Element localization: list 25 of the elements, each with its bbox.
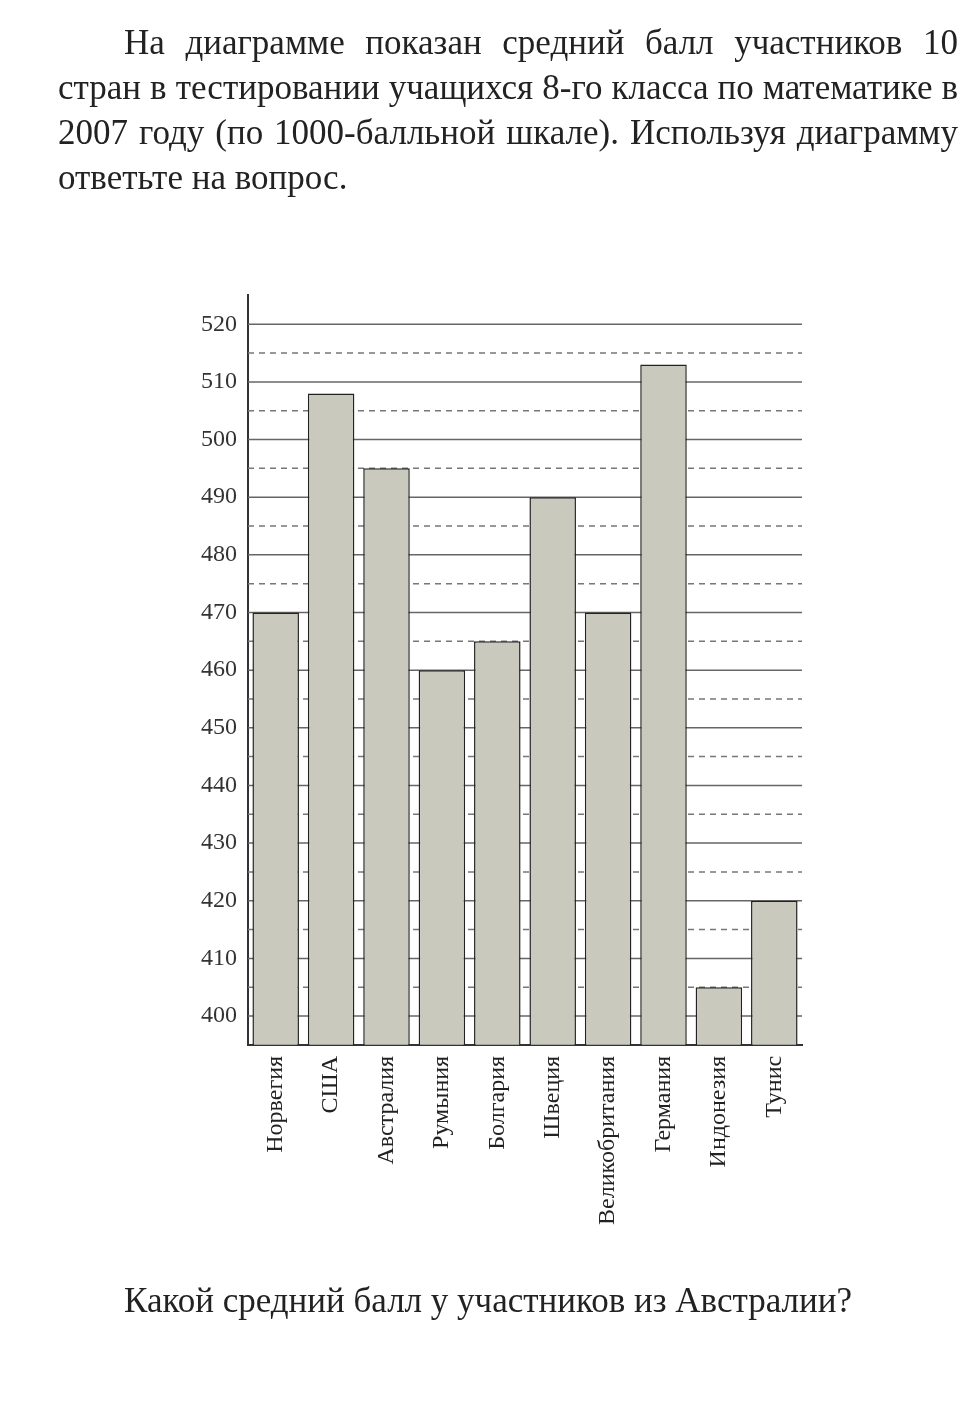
y-tick-label: 440 [201, 770, 237, 797]
x-tick-label: Болгария [482, 1055, 509, 1150]
y-tick-label: 420 [201, 886, 237, 913]
y-tick-label: 520 [201, 309, 237, 336]
chart-title: На диаграмме показан средний балл участников 10 стран в тестировании учащихся 8-го класса по математике в 2007 году (по 1000-балльной шкале). Используя диаграмму ответьте на вопрос. [58, 22, 958, 199]
x-tick-label: Швеция [538, 1055, 564, 1139]
x-tick-label: Германия [648, 1055, 675, 1153]
y-tick-label: 500 [201, 424, 237, 451]
y-tick-label: 410 [201, 943, 237, 970]
x-tick-label: Норвегия [261, 1055, 287, 1153]
x-tick-label: Румыния [427, 1055, 454, 1149]
x-tick-label: Австралия [371, 1055, 398, 1165]
x-tick-label: Великобритания [593, 1055, 620, 1225]
y-tick-label: 450 [201, 713, 237, 740]
y-tick-label: 490 [201, 482, 237, 509]
y-tick-label: 460 [201, 655, 237, 682]
y-tick-label: 430 [201, 828, 237, 855]
x-tick-label: США [316, 1055, 343, 1114]
y-tick-label: 480 [201, 540, 237, 567]
y-tick-label: 470 [201, 597, 237, 624]
y-tick-label: 510 [201, 367, 237, 394]
text: Какой средний балл у участников из Австралии? [123, 1280, 853, 1322]
y-tick-label: 400 [201, 1001, 237, 1028]
x-tick-label: Индонезия [704, 1055, 731, 1168]
x-tick-label: Тунис [759, 1055, 786, 1118]
